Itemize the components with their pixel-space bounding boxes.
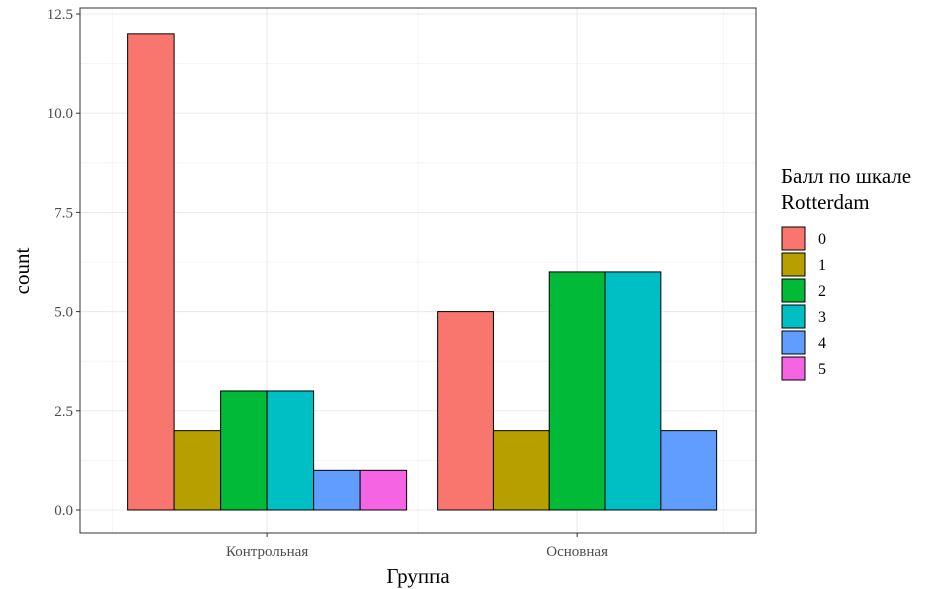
bar-1-series-3 <box>604 271 662 511</box>
bar-0-series-4 <box>313 469 361 511</box>
x-tick-label: Основная <box>546 544 608 560</box>
bar-0-series-1 <box>173 430 222 511</box>
legend-label-5: 5 <box>818 361 826 378</box>
legend-label-3: 3 <box>818 309 826 326</box>
legend-label-2: 2 <box>818 283 826 300</box>
bar-1-series-1 <box>492 430 550 511</box>
legend-key-1 <box>781 252 806 277</box>
y-tick-label: 2.5 <box>54 404 73 420</box>
y-tick-label: 0.0 <box>54 503 73 519</box>
y-tick-label: 10.0 <box>47 106 73 122</box>
bar-0-series-5 <box>359 469 408 511</box>
x-axis-title: Группа <box>386 564 450 588</box>
legend-title-line-1: Балл по шкале <box>781 164 911 188</box>
legend-label-1: 1 <box>818 257 826 274</box>
legend-title-line-2: Rotterdam <box>781 190 870 214</box>
plot-border <box>79 7 757 534</box>
legend-key-4 <box>781 330 806 355</box>
bar-0-series-2 <box>220 390 268 511</box>
legend-items: 0 1 2 3 4 5 <box>781 226 826 381</box>
bar-1-series-4 <box>660 430 718 511</box>
bar-0-series-0 <box>127 33 175 511</box>
x-tick-label: Контрольная <box>226 544 308 560</box>
legend-key-5 <box>781 356 806 381</box>
bars <box>127 33 718 511</box>
legend-label-0: 0 <box>818 231 826 248</box>
bar-1-series-0 <box>437 311 494 511</box>
legend-key-2 <box>781 278 806 303</box>
legend-key-0 <box>781 226 806 251</box>
legend-label-4: 4 <box>818 335 826 352</box>
legend-title: Балл по шкале Rotterdam <box>781 164 916 214</box>
y-tick-label: 12.5 <box>47 7 73 23</box>
y-tick-label: 7.5 <box>54 205 73 221</box>
legend: Балл по шкале Rotterdam 0 1 2 3 4 5 <box>781 164 916 381</box>
bar-0-series-3 <box>266 390 315 511</box>
y-axis-title: count <box>10 248 34 295</box>
bar-1-series-2 <box>548 271 606 511</box>
y-axis: 0.0 2.5 5.0 7.5 10.0 12.5 <box>47 7 80 519</box>
y-tick-label: 5.0 <box>54 305 73 321</box>
x-axis: Контрольная Основная <box>226 533 608 560</box>
legend-key-3 <box>781 304 806 329</box>
